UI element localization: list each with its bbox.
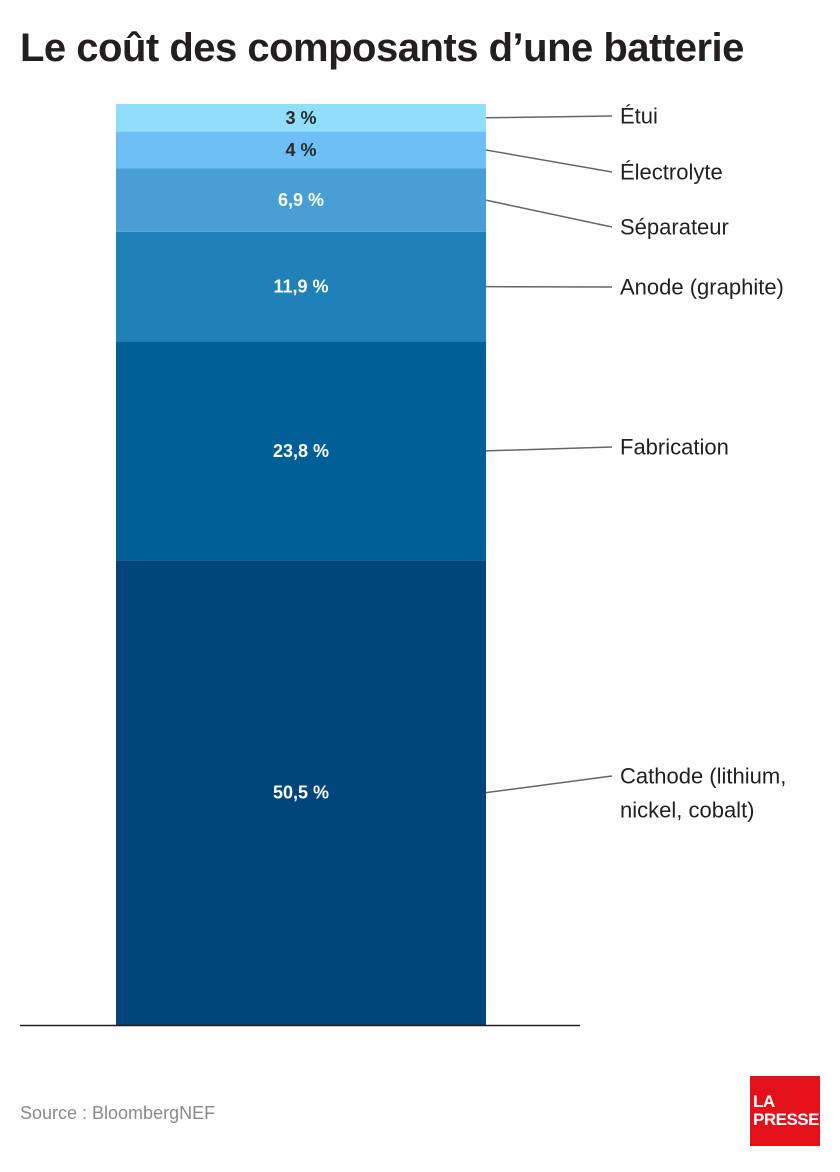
leader-line	[485, 775, 613, 794]
chart-title: Le coût des composants d’une batterie	[20, 26, 744, 70]
category-label: Cathode (lithium,	[620, 764, 786, 789]
category-label: Étui	[620, 104, 658, 129]
value-label: 3 %	[285, 108, 316, 128]
bar-segment	[116, 231, 486, 342]
logo-line-1: LA	[753, 1092, 775, 1111]
stacked-bar-chart: 50,5 % Cathode (lithium, nickel, cobalt) 23…	[20, 104, 786, 1027]
value-label: 4 %	[285, 140, 316, 160]
category-label: Anode (graphite)	[620, 275, 784, 300]
category-label: Séparateur	[620, 215, 729, 240]
value-label: 11,9 %	[273, 277, 328, 297]
value-label: 23,8 %	[273, 441, 329, 461]
leader-line	[485, 199, 613, 228]
bar-segment	[116, 341, 486, 561]
leader-line	[485, 446, 613, 452]
la-presse-logo: LA PRESSE	[750, 1076, 820, 1146]
bar-segment	[116, 168, 486, 232]
category-label: nickel, cobalt)	[620, 798, 755, 823]
bar-segment	[116, 131, 486, 169]
logo-line-2: PRESSE	[753, 1110, 819, 1129]
bar-segment	[116, 104, 486, 132]
category-label: Électrolyte	[620, 160, 723, 185]
source-note: Source : BloombergNEF	[20, 1103, 216, 1123]
leader-line	[485, 149, 613, 173]
value-label: 6,9 %	[278, 190, 324, 210]
bar-segment	[116, 560, 486, 1025]
leader-line	[485, 115, 613, 119]
category-label: Fabrication	[620, 435, 729, 460]
value-label: 50,5 %	[273, 783, 329, 803]
